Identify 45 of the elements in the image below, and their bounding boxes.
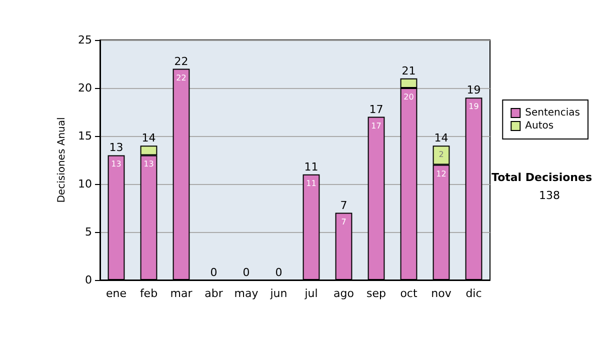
y-tick-label: 25 (78, 34, 92, 46)
x-tick-label: abr (204, 287, 224, 300)
data-label: 20 (404, 92, 414, 102)
data-label: 12 (436, 169, 446, 178)
y-tick-label: 5 (85, 226, 92, 238)
x-tick-label: ago (334, 287, 354, 300)
total-label: 21 (402, 64, 416, 78)
x-tick-label: oct (400, 287, 418, 300)
total-label: 19 (466, 84, 481, 97)
x-tick-label: jun (269, 287, 288, 300)
data-label: 17 (371, 121, 382, 130)
data-label: 19 (468, 102, 479, 112)
x-tick-label: feb (140, 287, 158, 300)
y-tick-label: 20 (78, 82, 92, 94)
x-tick-label: ene (106, 287, 127, 300)
x-tick-label: sep (366, 287, 386, 300)
total-label: 0 (210, 266, 218, 279)
y-tick-label: 0 (85, 274, 92, 286)
total-label: 7 (340, 198, 348, 212)
total-label: 13 (109, 141, 124, 154)
data-label: 7 (341, 217, 346, 226)
data-label: 13 (144, 160, 154, 169)
y-tick-label: 15 (78, 130, 92, 142)
x-tick-label: mar (170, 287, 193, 300)
total-label: 14 (434, 132, 448, 145)
x-tick-label: may (234, 287, 259, 300)
total-label: 17 (369, 102, 384, 116)
total-label: 0 (275, 266, 282, 279)
x-tick-label: nov (431, 287, 452, 300)
legend-label: Autos (525, 120, 554, 132)
y-axis-title: Decisiones Anual (56, 117, 68, 203)
total-label: 22 (174, 54, 188, 68)
data-label: 11 (306, 178, 316, 188)
y-tick-label: 10 (78, 178, 92, 190)
total-label: 14 (142, 132, 156, 145)
legend-label: Sentencias (525, 108, 580, 118)
total-label: 0 (242, 266, 250, 279)
x-tick-label: jul (304, 287, 318, 300)
x-tick-label: dic (466, 287, 482, 300)
data-label: 2 (438, 150, 444, 160)
data-label: 13 (111, 160, 122, 169)
data-label: 22 (176, 73, 186, 82)
total-label: 11 (304, 160, 318, 174)
text: Total Decisiones (492, 171, 592, 184)
text: 138 (539, 189, 560, 202)
